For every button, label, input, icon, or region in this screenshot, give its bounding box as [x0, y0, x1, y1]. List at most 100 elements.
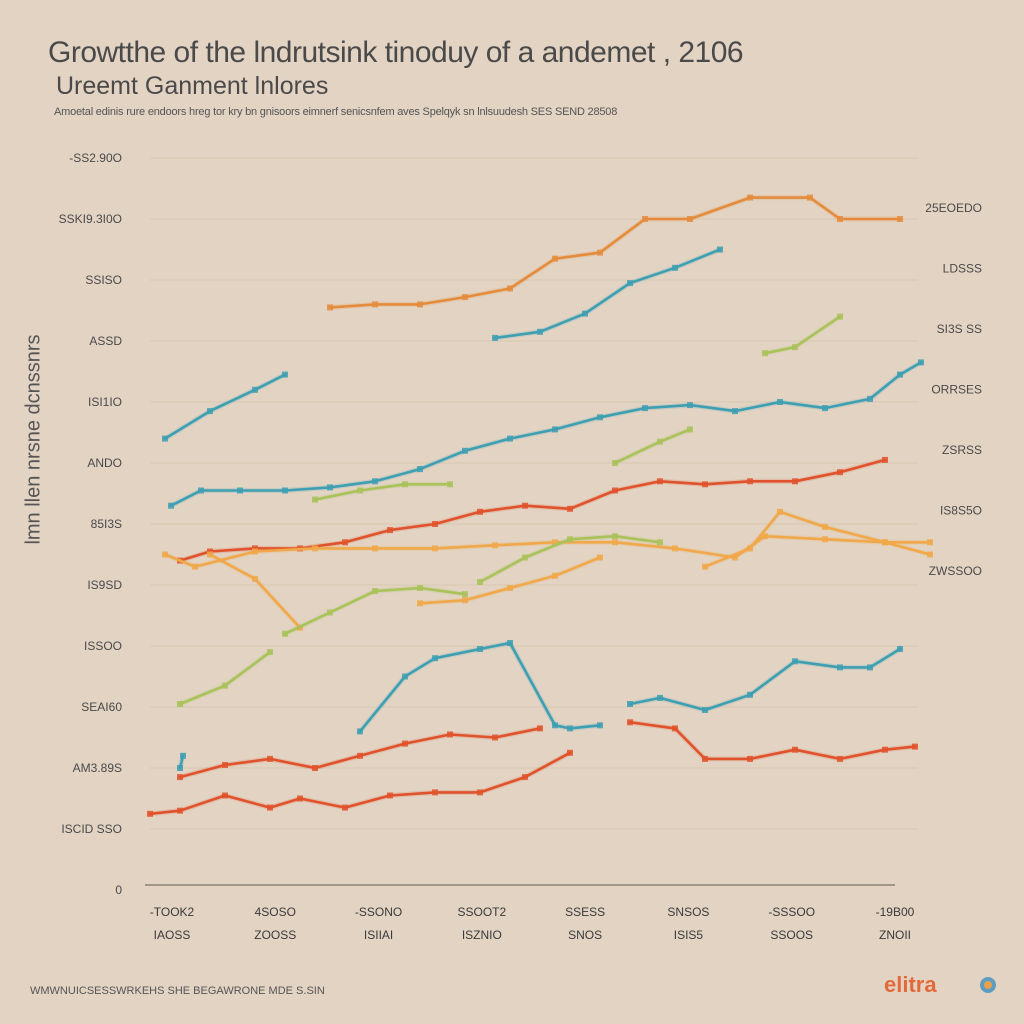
data-point: [867, 664, 873, 671]
data-point: [492, 734, 498, 741]
data-point: [372, 478, 378, 485]
y-tick-label: 85I3S: [91, 517, 122, 531]
data-point: [552, 426, 558, 433]
y-tick-label: SEAI60: [81, 700, 122, 714]
data-point: [252, 548, 258, 555]
data-point: [342, 804, 348, 811]
data-point: [222, 762, 228, 768]
series-line: [703, 510, 932, 569]
data-point: [867, 395, 873, 402]
data-point: [912, 743, 918, 750]
chart-title: Growtthe of the lndrutsink tinoduy of a …: [48, 36, 744, 69]
data-point: [222, 682, 228, 689]
y-tick-label: -SS2.90O: [69, 151, 122, 165]
x-tick-label-secondary: SNOS: [568, 928, 602, 942]
data-point: [207, 551, 213, 558]
data-point: [597, 554, 603, 561]
x-tick-label: -19B00: [876, 905, 915, 919]
series-group: [147, 194, 933, 817]
chart-caption: Amoetal edinis rure endoors hreg tor kry…: [54, 106, 618, 118]
data-point: [642, 216, 648, 222]
series-line-shadow: [762, 314, 843, 356]
data-point: [567, 725, 573, 732]
series-line: [493, 248, 722, 340]
data-point: [477, 646, 483, 652]
data-point: [297, 795, 303, 802]
series-2: [162, 246, 924, 771]
data-point: [162, 435, 168, 442]
x-tick-label-secondary: SSOOS: [770, 928, 813, 942]
data-point: [762, 533, 768, 540]
data-point: [312, 545, 318, 552]
series-5: [177, 313, 843, 707]
right-axis-ticks: 25EOEDO LDSSS SI3S SS ORRSES ZSRSS IS8S5O ZWSS…: [925, 201, 982, 578]
series-line-shadow: [168, 359, 924, 509]
gridlines: [150, 157, 918, 830]
series-line: [169, 361, 923, 508]
data-point: [372, 545, 378, 552]
data-point: [198, 487, 204, 494]
y-tick-label: ISI1IO: [88, 395, 122, 409]
data-point: [537, 725, 543, 732]
data-point: [627, 701, 633, 707]
data-point: [927, 551, 933, 558]
data-point: [612, 539, 618, 546]
data-point: [657, 438, 663, 445]
data-point: [882, 456, 888, 463]
data-point: [417, 585, 423, 591]
data-point: [747, 691, 753, 698]
data-point: [687, 402, 693, 409]
x-axis-ticks: -TOOK2 IAOSS 4SOSO ZOOSS -SSONO ISIIAI SSOOT2 I…: [150, 905, 915, 942]
y-tick-label: AM3.89S: [73, 761, 122, 775]
data-point: [672, 725, 678, 732]
data-point: [162, 551, 168, 558]
data-point: [897, 371, 903, 378]
x-tick-label: SSOOT2: [458, 905, 507, 919]
data-point: [822, 524, 828, 530]
series-line: [178, 727, 542, 779]
data-point: [387, 792, 393, 799]
data-point: [792, 746, 798, 753]
data-point: [477, 579, 483, 585]
data-point: [462, 597, 468, 604]
data-point: [672, 264, 678, 271]
data-point: [417, 466, 423, 473]
data-point: [372, 301, 378, 308]
chart-subtitle: Ureemt Ganment lnlores: [56, 72, 329, 100]
right-tick-label: ZSRSS: [942, 443, 982, 457]
right-tick-label: ORRSES: [931, 383, 982, 397]
data-point: [507, 285, 513, 292]
right-tick-label: IS8S5O: [940, 504, 982, 518]
data-point: [312, 765, 318, 771]
data-point: [387, 527, 393, 534]
y-axis-ticks: -SS2.90O SSKI9.3I0O SSISO ASSD ISI1IO ANDO 85I…: [59, 151, 123, 897]
x-tick-label-secondary: ZOOSS: [254, 928, 296, 942]
data-point: [642, 405, 648, 412]
data-point: [522, 502, 528, 509]
data-point: [207, 408, 213, 415]
data-point: [747, 545, 753, 552]
data-point: [882, 746, 888, 753]
data-point: [567, 505, 573, 512]
data-point: [927, 539, 933, 546]
series-line-shadow: [207, 552, 303, 631]
data-point: [732, 408, 738, 415]
data-point: [702, 707, 708, 713]
data-point: [522, 774, 528, 781]
data-point: [282, 487, 288, 494]
data-point: [372, 588, 378, 595]
data-point: [312, 496, 318, 503]
series-line: [283, 586, 467, 636]
right-tick-label: 25EOEDO: [925, 201, 982, 215]
data-point: [492, 334, 498, 341]
data-point: [180, 752, 186, 759]
data-point: [432, 521, 438, 527]
data-point: [687, 216, 693, 222]
data-point: [522, 554, 528, 561]
data-point: [537, 328, 543, 335]
series-line-shadow: [177, 649, 273, 707]
x-tick-label-secondary: ZNOII: [879, 928, 911, 942]
data-point: [552, 539, 558, 546]
data-point: [462, 591, 468, 598]
